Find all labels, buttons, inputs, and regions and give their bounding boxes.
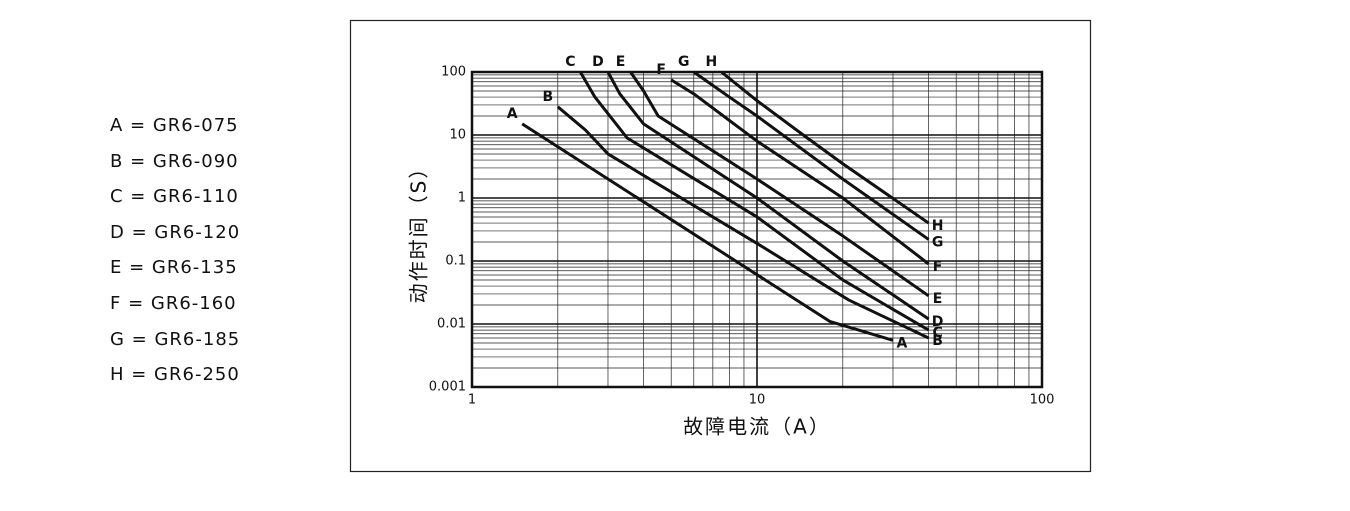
x-tick-label: 1 (468, 393, 476, 408)
curve-label: C (565, 54, 575, 70)
y-tick-label: 0.1 (445, 254, 466, 269)
curve-label: F (656, 62, 666, 78)
curve (720, 70, 930, 225)
curve (556, 105, 930, 340)
legend-entry: F = GR6-160 (110, 292, 237, 314)
legend-entry: A = GR6-075 (110, 115, 239, 136)
curve-label: D (932, 314, 944, 330)
curve (606, 71, 930, 321)
curve-label: H (932, 218, 944, 234)
curve-label: D (592, 54, 604, 70)
curve (670, 78, 930, 266)
legend: A = GR6-075 B = GR6-090 C = GR6-110 D = GR6… (110, 108, 240, 393)
curve-label: B (932, 333, 943, 349)
curve (692, 70, 930, 241)
legend-entry: D = GR6-120 (110, 221, 241, 243)
plot-border (470, 70, 1044, 389)
y-tick-label: 0.01 (437, 317, 466, 332)
y-tick-label: 0.001 (429, 380, 466, 395)
curve-label: H (706, 54, 718, 70)
y-axis-label: 动作时间（S） (407, 157, 431, 304)
curve-label: F (933, 259, 943, 275)
x-axis-label: 故障电流（A） (683, 415, 831, 439)
curve-label: G (678, 54, 690, 70)
y-tick-label: 1 (458, 191, 466, 206)
curve-label: A (507, 106, 518, 122)
legend-entry: H = GR6-250 (110, 364, 240, 386)
curve-label: B (542, 89, 553, 105)
legend-entry: B = GR6-090 (110, 150, 239, 172)
curve-label: E (616, 54, 626, 70)
curve (579, 71, 930, 332)
x-tick-label: 10 (749, 393, 766, 408)
curve (521, 122, 894, 342)
legend-entry: G = GR6-185 (110, 328, 241, 350)
legend-entry: C = GR6-110 (110, 186, 239, 208)
frame (349, 19, 1092, 473)
x-tick-label: 100 (1030, 393, 1055, 408)
curve-label: E (933, 291, 943, 307)
curve-label: C (932, 325, 942, 341)
y-tick-label: 10 (449, 128, 466, 143)
curve (629, 71, 930, 298)
curve-label: A (897, 335, 908, 351)
legend-entry: E = GR6-135 (110, 257, 238, 279)
curve-label: G (932, 234, 944, 250)
y-tick-label: 100 (441, 65, 466, 80)
